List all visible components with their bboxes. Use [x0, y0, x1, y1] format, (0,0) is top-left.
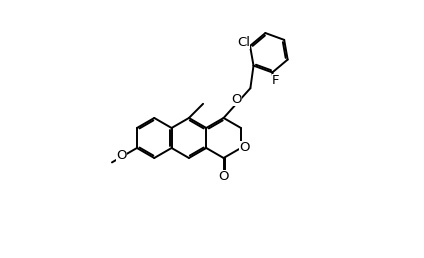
Text: O: O	[232, 93, 242, 106]
Text: O: O	[116, 149, 127, 162]
Text: O: O	[239, 141, 249, 155]
Text: Cl: Cl	[237, 36, 250, 49]
Text: O: O	[218, 170, 229, 183]
Text: F: F	[272, 74, 279, 87]
